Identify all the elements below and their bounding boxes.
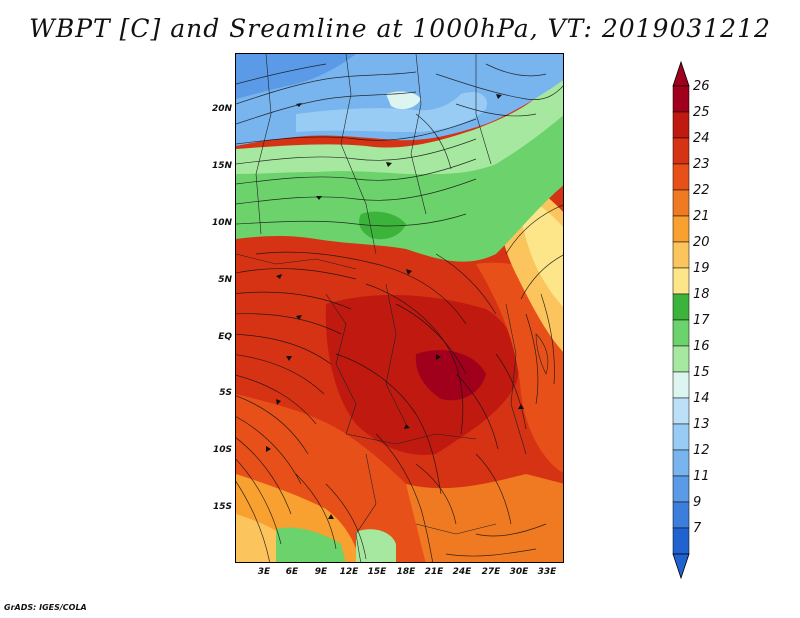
colorbar-swatches <box>672 60 690 580</box>
colorbar-swatch <box>672 293 690 321</box>
colorbar-top-arrow <box>672 60 690 87</box>
field-green-south <box>356 529 396 562</box>
field-pale-yellow-east <box>520 194 563 307</box>
field-light-green-band <box>236 75 563 175</box>
lon-label-24e: 24E <box>452 567 472 577</box>
colorbar-swatch <box>672 163 690 191</box>
colorbar-swatch <box>672 215 690 243</box>
colorbar-bottom-arrow <box>672 553 690 580</box>
lon-label-27e: 27E <box>481 567 501 577</box>
field-pale-cyan <box>386 91 421 110</box>
colorbar-label: 12 <box>693 443 710 458</box>
chart-title: WBPT [C] and Sreamline at 1000hPa, VT: 2… <box>29 14 771 43</box>
lat-label-10n: 10N <box>211 218 232 228</box>
lat-label-5n: 5N <box>218 275 232 285</box>
colorbar-label: 26 <box>693 79 710 94</box>
colorbar-swatch <box>672 267 690 295</box>
colorbar-label: 22 <box>693 183 710 198</box>
colorbar-swatch <box>672 189 690 217</box>
lon-label-30e: 30E <box>509 567 529 577</box>
colorbar-swatch <box>672 137 690 165</box>
lat-label-5s: 5S <box>219 388 232 398</box>
lon-label-3e: 3E <box>257 567 271 577</box>
colorbar-label: 16 <box>693 339 710 354</box>
lon-label-18e: 18E <box>396 567 416 577</box>
colorbar-label: 21 <box>693 209 710 224</box>
colorbar-swatch <box>672 449 690 477</box>
colorbar-label: 23 <box>693 157 710 172</box>
field-dark-green-spot <box>359 211 406 240</box>
map-field <box>236 54 563 562</box>
colorbar-swatch <box>672 397 690 425</box>
colorbar-swatch <box>672 527 690 555</box>
lat-label-eq: EQ <box>218 332 232 342</box>
colorbar-swatch <box>672 475 690 503</box>
colorbar-label: 25 <box>693 105 710 120</box>
streamlines <box>236 63 563 562</box>
colorbar-label: 7 <box>693 521 702 536</box>
lat-label-10s: 10S <box>212 445 232 455</box>
field-light-blue <box>296 92 487 132</box>
lat-label-20n: 20N <box>211 104 232 114</box>
colorbar-swatch <box>672 501 690 529</box>
colorbar-swatch <box>672 345 690 373</box>
lat-label-15n: 15N <box>211 161 232 171</box>
country-borders <box>236 54 549 562</box>
colorbar-label: 14 <box>693 391 710 406</box>
field-green-southwest <box>276 527 346 562</box>
lon-label-33e: 33E <box>537 567 557 577</box>
map-area <box>235 53 564 563</box>
colorbar-label: 17 <box>693 313 710 328</box>
colorbar-swatch <box>672 371 690 399</box>
colorbar-label: 20 <box>693 235 710 250</box>
colorbar-label: 19 <box>693 261 710 276</box>
colorbar-swatch <box>672 423 690 451</box>
colorbar-label: 24 <box>693 131 710 146</box>
colorbar-label: 9 <box>693 495 702 510</box>
lon-label-9e: 9E <box>314 567 328 577</box>
colorbar-swatch <box>672 85 690 113</box>
colorbar-label: 13 <box>693 417 710 432</box>
streamline-arrows <box>266 94 524 519</box>
footer-credit: GrADS: IGES/COLA <box>4 603 87 612</box>
colorbar-label: 15 <box>693 365 710 380</box>
lat-label-15s: 15S <box>212 502 232 512</box>
colorbar-swatch <box>672 319 690 347</box>
lon-label-6e: 6E <box>285 567 299 577</box>
lon-label-15e: 15E <box>367 567 387 577</box>
colorbar-label: 18 <box>693 287 710 302</box>
colorbar-label: 11 <box>693 469 710 484</box>
colorbar-swatch <box>672 241 690 269</box>
lon-label-21e: 21E <box>424 567 444 577</box>
colorbar-swatch <box>672 111 690 139</box>
field-deep-blue <box>236 54 356 99</box>
lon-label-12e: 12E <box>339 567 359 577</box>
